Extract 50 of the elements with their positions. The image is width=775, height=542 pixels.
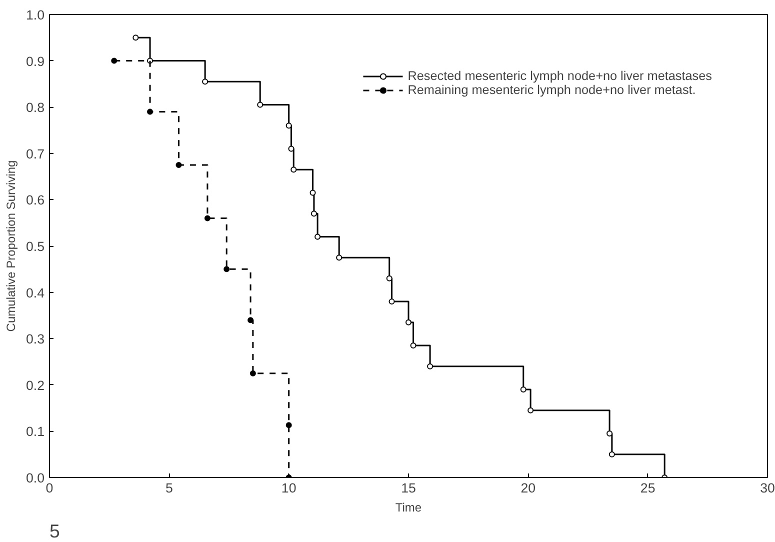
y-tick-label: 0.9: [26, 54, 45, 69]
x-tick-label: 0: [46, 480, 54, 496]
x-tick-label: 25: [640, 480, 656, 496]
point: [427, 363, 434, 370]
point: [257, 102, 264, 108]
y-tick-label: 0.0: [26, 470, 45, 486]
x-axis-title: Time: [395, 500, 422, 514]
y-tick-label: 0.6: [26, 192, 45, 208]
y-tick-label: 0.7: [26, 146, 45, 162]
y-tick-label: 0.1: [26, 424, 45, 440]
point: [147, 108, 154, 115]
text: 5: [50, 520, 60, 542]
point: [286, 122, 292, 129]
x-tick-label: 15: [401, 480, 416, 496]
point: [386, 275, 392, 282]
point: [224, 266, 230, 272]
point: [310, 210, 317, 217]
point: [111, 58, 118, 64]
point: [314, 234, 321, 240]
y-tick-label: 0.2: [26, 378, 45, 393]
x-tick-label: 30: [760, 480, 775, 496]
y-tick-label: 0.4: [26, 285, 46, 300]
point: [288, 146, 294, 152]
point: [410, 342, 416, 349]
point: [606, 430, 613, 437]
point: [202, 78, 208, 85]
point: [388, 298, 395, 305]
point: [176, 162, 182, 168]
point: [520, 386, 526, 393]
point: [406, 319, 412, 326]
point: [528, 407, 534, 414]
y-tick-label: 0.8: [26, 100, 45, 116]
point: [132, 34, 139, 41]
y-axis-title: Cumulative Proportion Surviving: [4, 160, 18, 332]
point: [336, 254, 342, 261]
point: [250, 370, 256, 376]
x-tick-label: 20: [520, 480, 536, 496]
x-tick-label: 5: [165, 480, 173, 496]
point: [286, 422, 292, 428]
point: [204, 215, 210, 222]
y-tick-label: 1.0: [26, 8, 45, 22]
point: [310, 190, 316, 196]
x-tick-label: 10: [281, 480, 296, 496]
point: [248, 317, 254, 324]
y-tick-label: 0.3: [26, 332, 45, 347]
point: [608, 451, 615, 458]
legend-label: Remaining mesenteric lymph node+no liver metast.: [408, 83, 696, 97]
point: [290, 166, 297, 173]
legend-label: Resected mesenteric lymph node+no liver metastases: [408, 69, 712, 83]
y-tick-label: 0.5: [26, 239, 45, 254]
